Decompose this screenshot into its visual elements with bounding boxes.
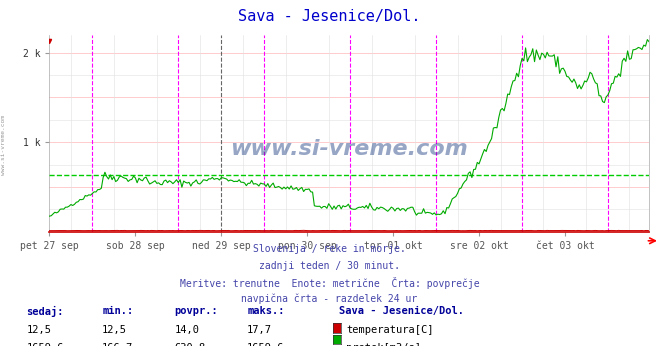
Text: povpr.:: povpr.: [175,306,218,316]
Text: 1659,6: 1659,6 [26,343,64,346]
Text: sedaj:: sedaj: [26,306,64,317]
Text: 12,5: 12,5 [26,325,51,335]
Text: 166,7: 166,7 [102,343,133,346]
Text: zadnji teden / 30 minut.: zadnji teden / 30 minut. [259,261,400,271]
Text: temperatura[C]: temperatura[C] [346,325,434,335]
Text: 630,8: 630,8 [175,343,206,346]
Text: www.si-vreme.com: www.si-vreme.com [231,139,468,159]
Text: 14,0: 14,0 [175,325,200,335]
Text: Meritve: trenutne  Enote: metrične  Črta: povprečje: Meritve: trenutne Enote: metrične Črta: … [180,277,479,289]
Text: Slovenija / reke in morje.: Slovenija / reke in morje. [253,244,406,254]
Text: 12,5: 12,5 [102,325,127,335]
Text: Sava - Jesenice/Dol.: Sava - Jesenice/Dol. [339,306,465,316]
Text: maks.:: maks.: [247,306,285,316]
Text: min.:: min.: [102,306,133,316]
Text: www.si-vreme.com: www.si-vreme.com [1,115,6,175]
Text: 1659,6: 1659,6 [247,343,285,346]
Text: navpična črta - razdelek 24 ur: navpična črta - razdelek 24 ur [241,294,418,304]
Text: 17,7: 17,7 [247,325,272,335]
Text: Sava - Jesenice/Dol.: Sava - Jesenice/Dol. [239,9,420,24]
Text: pretok[m3/s]: pretok[m3/s] [346,343,421,346]
